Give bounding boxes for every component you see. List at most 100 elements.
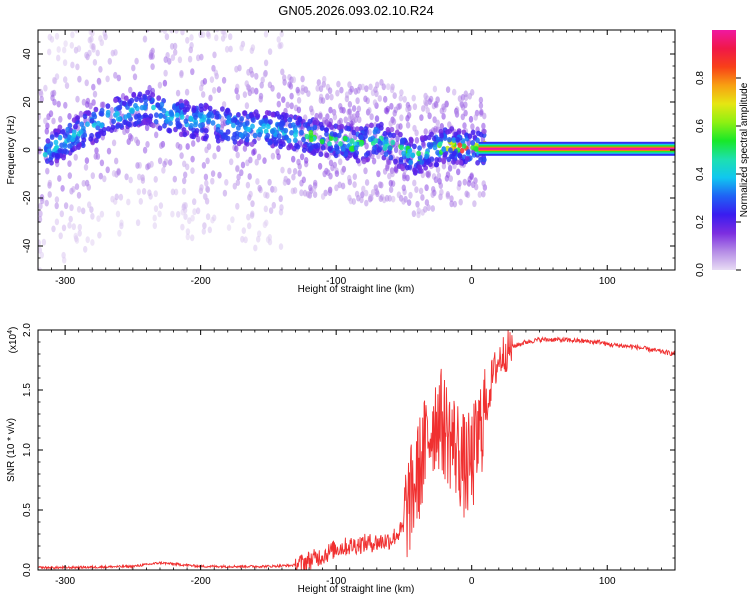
spectrogram-cell xyxy=(220,106,225,112)
spectrogram-cell xyxy=(127,101,132,107)
spectrogram-cell xyxy=(112,170,116,177)
spectrogram-cell xyxy=(189,34,193,41)
spectrogram-cell xyxy=(237,15,241,22)
spectrogram-cell xyxy=(445,129,450,135)
spectrogram-cell xyxy=(217,172,221,179)
spectrogram-cell xyxy=(384,139,389,145)
spectrogram-cell xyxy=(282,74,286,81)
spectrogram-cell xyxy=(322,76,326,83)
x-tick-label: 0 xyxy=(469,276,475,287)
spectrogram-cell xyxy=(277,133,282,139)
spectrogram-cell xyxy=(82,99,86,106)
y-tick-label: 1.0 xyxy=(22,443,33,457)
spectrogram-cell xyxy=(70,62,74,69)
spectrogram-cell xyxy=(304,86,308,93)
spectrogram-cell xyxy=(412,95,416,102)
spectrogram-cell xyxy=(348,153,353,159)
spectrogram-cell xyxy=(192,21,196,28)
spectrogram-cell xyxy=(212,52,216,59)
spectrogram-cell xyxy=(111,119,116,125)
spectrogram-cell xyxy=(359,135,364,141)
spectrogram-cell xyxy=(147,95,152,101)
spectrogram-cell xyxy=(168,0,172,6)
spectrogram-cell xyxy=(89,36,93,43)
spectrogram-cell xyxy=(207,112,212,118)
spectrogram-cell xyxy=(375,190,379,197)
spectrogram-cell xyxy=(57,101,61,108)
spectrogram-cell xyxy=(318,163,322,170)
spectrogram-cell xyxy=(107,148,111,155)
spectrogram-cell xyxy=(303,122,308,128)
spectrogram-y-label: Frequency (Hz) xyxy=(6,116,17,185)
spectrogram-cell xyxy=(137,119,142,125)
spectrogram-cell xyxy=(182,161,186,168)
spectrogram-cell xyxy=(427,142,432,148)
spectrogram-cell xyxy=(363,96,367,103)
spectrogram-cell xyxy=(206,10,210,17)
spectrogram-cell xyxy=(389,186,393,193)
spectrogram-cell xyxy=(352,105,356,112)
spectrogram-cell xyxy=(317,79,321,86)
spectrogram-x-label: Height of straight line (km) xyxy=(298,284,415,295)
spectrogram-cell xyxy=(159,102,164,108)
spectrogram-cell xyxy=(72,223,76,230)
spectrogram-cell xyxy=(78,224,82,231)
spectrogram-cell xyxy=(170,211,174,218)
spectrogram-cell xyxy=(131,92,136,98)
spectrogram-cell xyxy=(133,103,138,109)
spectrogram-cell xyxy=(412,180,416,187)
spectrogram-cell xyxy=(433,145,438,151)
spectrogram-cell xyxy=(113,7,117,14)
spectrogram-cell xyxy=(48,180,52,187)
spectrogram-cell xyxy=(149,15,153,22)
spectrogram-cell xyxy=(164,12,168,19)
spectrogram-cell xyxy=(225,46,229,53)
spectrogram-cell xyxy=(478,157,483,163)
spectrogram-cell xyxy=(186,143,190,150)
spectrogram-cell xyxy=(205,14,209,21)
snr-y-label: SNR (10 * v/v) xyxy=(6,418,17,482)
spectrogram-cell xyxy=(379,79,383,86)
spectrogram-cell xyxy=(81,208,85,215)
spectrogram-cell xyxy=(204,147,208,154)
x-tick-label: 0 xyxy=(469,576,475,587)
spectrogram-cell xyxy=(281,96,285,103)
spectrogram-cell xyxy=(254,73,258,80)
spectrogram-cell xyxy=(389,155,394,161)
y-tick-label: 0 xyxy=(22,147,33,153)
spectrogram-cell xyxy=(235,166,239,173)
spectrogram-cell xyxy=(168,2,172,9)
spectrogram-cell xyxy=(223,190,227,197)
spectrogram-cell xyxy=(399,145,404,151)
spectrogram-cell xyxy=(265,133,270,139)
spectrogram-cell xyxy=(70,137,75,143)
spectrogram-cell xyxy=(160,0,164,4)
spectrogram-cell xyxy=(257,185,261,192)
spectrogram-cell xyxy=(127,0,131,4)
spectrogram-cell xyxy=(139,198,143,205)
spectrogram-cell xyxy=(291,174,295,181)
spectrogram-cell xyxy=(390,140,395,146)
spectrogram-cell xyxy=(58,116,62,123)
spectrogram-cell xyxy=(298,163,302,170)
spectrogram-cell xyxy=(86,110,91,116)
spectrogram-cell xyxy=(280,69,284,76)
spectrogram-cell xyxy=(378,95,382,102)
spectrogram-cell xyxy=(289,83,293,90)
spectrogram-cell xyxy=(70,42,74,49)
spectrogram-cell xyxy=(364,152,369,158)
x-tick-label: -200 xyxy=(191,576,211,587)
spectrogram-cell xyxy=(97,232,101,239)
spectrogram-cell xyxy=(119,222,123,229)
snr-x-label: Height of straight line (km) xyxy=(298,584,415,595)
spectrogram-cell xyxy=(234,12,238,19)
spectrogram-cell xyxy=(168,5,172,12)
spectrogram-cell xyxy=(309,105,313,112)
spectrogram-cell xyxy=(373,138,378,144)
spectrogram-cell xyxy=(393,92,397,99)
spectrogram-cell xyxy=(155,102,160,108)
spectrogram-cell xyxy=(469,116,473,123)
spectrogram-cell xyxy=(280,115,285,121)
spectrogram-cell xyxy=(195,24,199,31)
spectrogram-cell xyxy=(171,189,175,196)
